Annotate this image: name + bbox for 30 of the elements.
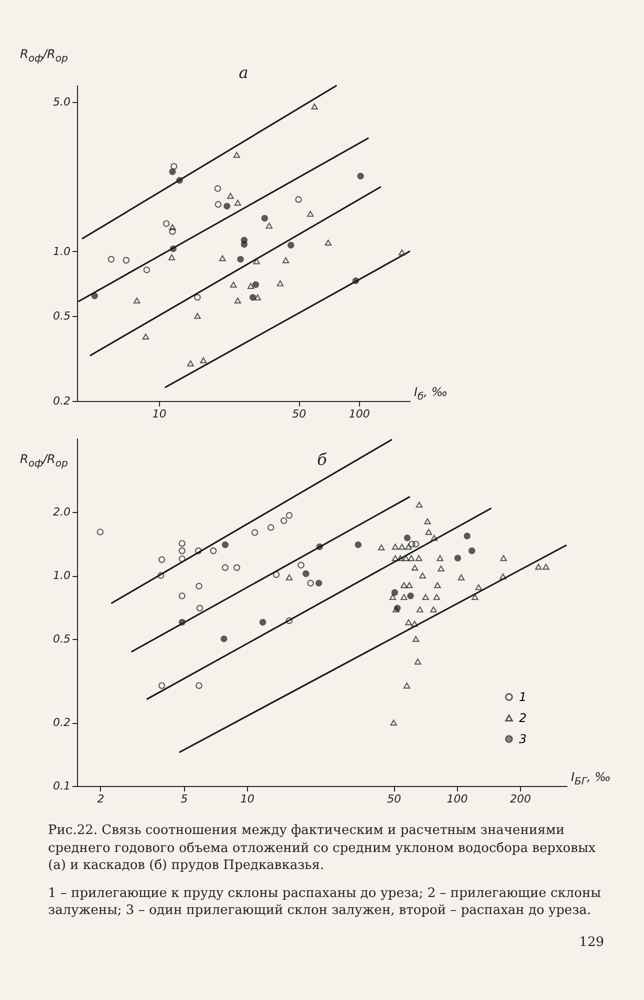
x-axis-title: I$_{б}$, ‰ — [414, 385, 448, 402]
y-tick-label: 5.0 — [53, 95, 70, 108]
x-tick-label: 100 — [446, 792, 468, 806]
y-axis-title: R$_{оф}$/R$_{ор}$ — [20, 452, 68, 470]
text: б — [317, 450, 328, 469]
x-tick-label: 100 — [348, 408, 370, 420]
x-tick-label: 10 — [240, 792, 254, 806]
y-tick-label: 1.0 — [53, 569, 70, 582]
y-tick-label: 0.5 — [53, 309, 70, 322]
x-tick-label: 50 — [387, 792, 402, 806]
legend-label: 1 — [519, 690, 527, 704]
y-tick-label: 1.0 — [53, 244, 70, 258]
x-tick-label: 2 — [97, 792, 104, 806]
text: Рис.22. Связь соотношения между фактическим и расчетным значениями среднего годового объема отложений со средним уклоном водосбора верховых (а) и каскадов (б) прудов Предкавказья. — [48, 822, 597, 875]
y-tick-label: 2.0 — [53, 506, 70, 519]
y-axis-title: R$_{оф}$/R$_{ор}$ — [20, 47, 68, 64]
y-tick-label: 0.2 — [53, 394, 70, 408]
x-tick-label: 5 — [180, 792, 188, 806]
legend-label: 2 — [519, 711, 527, 725]
text: 1 – прилегающие к пруду склоны распаханы до уреза; 2 – прилегающие склоны залужены; 3 – один прилегающий склон залужен, второй – распахан до уреза. — [48, 884, 602, 920]
legend-label: 3 — [519, 732, 527, 746]
x-tick-label: 200 — [510, 792, 531, 806]
y-tick-label: 0.5 — [53, 632, 70, 646]
chart-title: а — [238, 62, 248, 82]
x-axis-title: I$_{БГ}$, ‰ — [571, 770, 611, 788]
x-tick-label: 10 — [152, 408, 166, 420]
x-tick-label: 50 — [292, 408, 306, 420]
y-tick-label: 0.1 — [53, 780, 70, 792]
text: 129 — [578, 934, 604, 952]
y-tick-label: 0.2 — [53, 716, 70, 730]
